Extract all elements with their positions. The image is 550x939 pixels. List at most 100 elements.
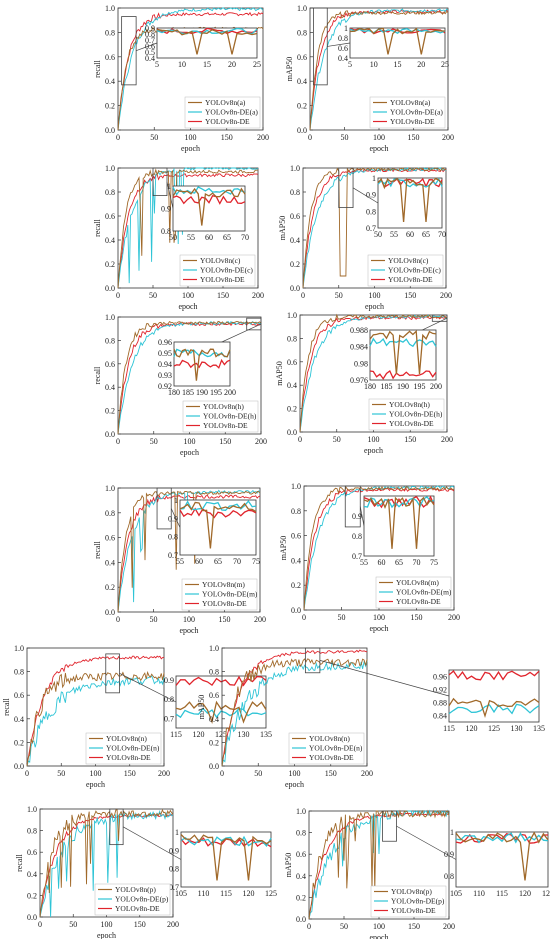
y-tick-label: 0.0 (290, 284, 300, 293)
x-tick-label: 150 (221, 133, 233, 142)
inset-x-tick-label: 110 (198, 889, 210, 898)
inset-x-tick-label: 60 (195, 557, 203, 566)
x-tick-label: 50 (340, 922, 348, 931)
x-tick-label: 100 (373, 922, 385, 931)
y-tick-label: 0.4 (105, 236, 115, 245)
x-tick-label: 100 (90, 769, 102, 778)
x-tick-label: 50 (333, 435, 341, 444)
y-tick-label: 0.0 (14, 762, 24, 771)
inset-y-tick-label: 0.5 (145, 48, 155, 57)
y-tick-label: 0.0 (296, 915, 306, 924)
series-line-2 (26, 655, 165, 767)
inset-series-line-0 (377, 177, 443, 223)
y-tick-label: 0.8 (105, 509, 115, 518)
inset-y-tick-label: 0.9 (366, 191, 376, 200)
inset-y-tick-label: 0.93 (158, 371, 172, 380)
legend: YOLOv8n(c)YOLOv8n-DE(c)YOLOv8n-DE (367, 254, 444, 287)
y-tick-label: 0.6 (14, 691, 24, 700)
legend-label: YOLOv8n-DE(n) (309, 744, 363, 753)
panel-m-map: 0 50 100 150 200 0.0 0.2 0.4 0.6 0.8 1.0 epoch mAP50… (279, 482, 460, 633)
y-tick-label: 0.4 (105, 77, 115, 86)
inset-x-tick-label: 65 (223, 233, 231, 242)
x-tick-label: 150 (217, 291, 229, 300)
x-tick-label: 0 (307, 922, 311, 931)
series-line-0 (302, 167, 447, 289)
x-tick-label: 100 (183, 615, 195, 624)
x-tick-label: 150 (325, 769, 337, 778)
inset-y-tick-label: 0.8 (366, 207, 376, 216)
legend-label: YOLOv8n(a) (205, 98, 246, 107)
legend: YOLOv8n(p)YOLOv8n-DE(p)YOLOv8n-DE (370, 885, 447, 918)
inset-x-tick-label: 65 (395, 558, 403, 567)
inset-x-tick-label: 10 (178, 60, 186, 69)
y-tick-label: 0.2 (209, 738, 219, 747)
y-tick-label: 1.0 (287, 311, 297, 320)
zoom-connector (396, 825, 457, 860)
inset-y-tick-label: 0.6 (338, 44, 348, 53)
x-tick-label: 150 (219, 437, 231, 446)
inset-series-line-1 (175, 707, 267, 719)
y-tick-label: 0.4 (105, 558, 115, 567)
inset-x-tick-label: 70 (241, 233, 249, 242)
x-tick-label: 100 (369, 291, 381, 300)
inset-x-tick-label: 50 (374, 230, 382, 239)
x-tick-label: 0 (302, 613, 306, 622)
inset-series-line-2 (179, 507, 257, 519)
inset-y-tick-label: 0.92 (433, 686, 447, 695)
inset-y-tick-label: 0.984 (350, 343, 368, 352)
x-tick-label: 200 (361, 769, 373, 778)
inset-series-line-1 (179, 500, 257, 511)
inset-x-tick-label: 55 (390, 230, 398, 239)
inset-series-line-0 (179, 501, 257, 549)
y-tick-label: 0.8 (209, 668, 219, 677)
inset-x-tick-label: 60 (406, 230, 414, 239)
x-axis-label: epoch (369, 624, 388, 633)
y-axis-label: mAP50 (275, 361, 284, 385)
inset-frame (173, 341, 231, 387)
y-axis-label: mAP50 (197, 695, 206, 719)
y-tick-label: 0.8 (27, 827, 37, 836)
legend: YOLOv8n(m)YOLOv8n-DE(m)YOLOv8n-DE (375, 576, 452, 609)
inset-x-tick-label: 60 (378, 558, 386, 567)
panel-a-recall: 0 50 100 150 200 0.0 0.2 0.4 0.6 0.8 1.0 epoch recal… (93, 4, 269, 153)
x-tick-label: 50 (338, 613, 346, 622)
inset-y-tick-label: 1 (167, 182, 171, 191)
inset-frame (180, 831, 272, 888)
legend-label: YOLOv8n-DE(c) (388, 266, 441, 275)
y-tick-label: 0.2 (105, 102, 115, 111)
legend-label: YOLOv8n(n) (309, 734, 350, 743)
legend-label: YOLOv8n-DE (115, 904, 160, 913)
x-tick-label: 200 (442, 133, 454, 142)
y-tick-label: 0.0 (287, 428, 297, 437)
x-tick-label: 150 (411, 613, 423, 622)
y-tick-label: 0.4 (209, 715, 219, 724)
inset-x-tick-label: 70 (413, 558, 421, 567)
x-tick-label: 100 (289, 769, 301, 778)
y-tick-label: 0.2 (14, 738, 24, 747)
inset-x-tick-label: 25 (441, 60, 449, 69)
inset-y-tick-label: 0.7 (168, 551, 178, 560)
inset-y-tick-label: 0.9 (352, 512, 362, 521)
series-line-2 (117, 494, 261, 613)
series-line-2 (308, 812, 450, 920)
legend-label: YOLOv8n-DE (389, 419, 434, 428)
legend-label: YOLOv8n(a) (390, 98, 431, 107)
inset-x-tick-label: 65 (214, 557, 222, 566)
series-line-2 (299, 315, 448, 433)
legend-label: YOLOv8n-DE (388, 275, 433, 284)
x-tick-label: 200 (257, 133, 269, 142)
x-tick-label: 50 (335, 291, 343, 300)
y-tick-label: 0.2 (27, 891, 37, 900)
x-tick-label: 50 (254, 769, 262, 778)
inset-y-tick-label: 1 (344, 24, 348, 33)
x-tick-label: 150 (219, 615, 231, 624)
legend: YOLOv8n(n)YOLOv8n-DE(n)YOLOv8n-DE (85, 732, 162, 765)
inset-x-tick-label: 70 (233, 557, 241, 566)
inset-x-tick-label: 180 (168, 388, 180, 397)
inset-frame (448, 669, 540, 723)
legend-label: YOLOv8n-DE(h) (389, 410, 443, 419)
inset-x-tick-label: 55 (187, 233, 195, 242)
inset-x-tick-label: 115 (170, 730, 182, 739)
inset-y-tick-label: 0.7 (145, 36, 155, 45)
panel-p-map: 0 50 100 150 200 0.0 0.2 0.4 0.6 0.8 1.0 epoch mAP50… (284, 807, 550, 939)
